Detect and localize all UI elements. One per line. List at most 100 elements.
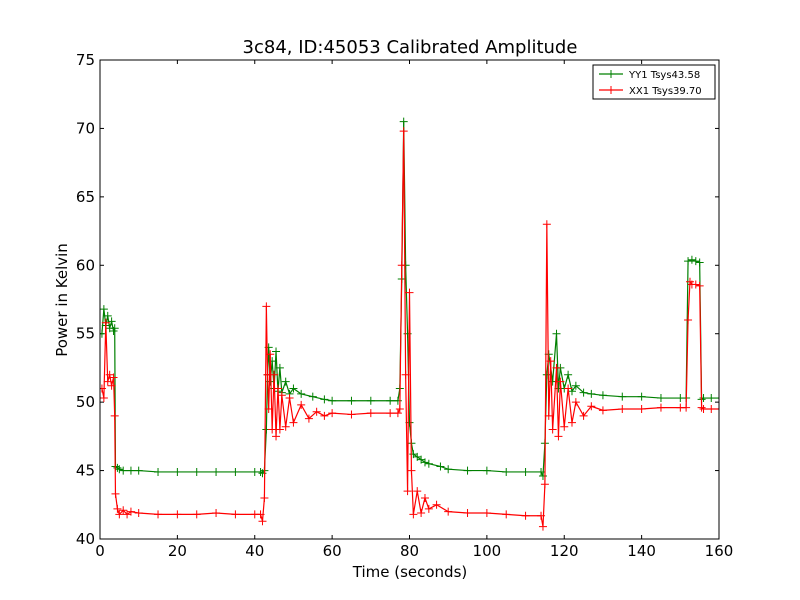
y-tick-label: 45 [76,462,95,480]
data-point [399,117,408,126]
data-point [297,389,306,398]
data-point [328,409,337,418]
data-point [618,392,627,401]
data-point [546,357,555,366]
data-point [100,384,106,393]
data-point [275,363,284,372]
y-tick-label: 50 [76,393,95,411]
data-point [107,381,116,390]
data-point [403,487,412,496]
data-point [192,510,201,519]
data-point [502,510,511,519]
data-point [231,467,240,476]
data-point [540,480,549,489]
data-point [684,257,693,266]
data-point [110,324,119,333]
data-point [417,508,426,517]
y-tick-label: 70 [76,119,95,137]
data-point [100,394,108,403]
data-point [272,347,281,356]
data-point [260,493,269,502]
data-point [277,391,286,400]
data-point [560,422,569,431]
data-point [691,257,700,266]
data-point [297,400,306,409]
data-point [347,410,356,419]
y-tick-label: 60 [76,256,95,274]
data-point [328,396,337,405]
data-point [687,255,696,264]
data-point [637,404,646,413]
data-point [192,467,201,476]
x-tick-label: 40 [245,542,264,560]
data-point [656,394,665,403]
data-point [266,350,275,359]
data-point [715,404,719,413]
data-point [571,381,580,390]
data-point [119,466,128,475]
data-point [312,407,321,416]
data-point [100,305,108,314]
legend-marker [607,70,615,78]
legend: YY1 Tsys43.58 XX1 Tsys39.70 [592,64,716,100]
data-point [554,432,563,441]
data-point [109,373,118,382]
data-point [212,508,221,517]
data-point [579,411,588,420]
data-point [113,504,122,513]
data-point [567,418,576,427]
data-point [401,370,410,379]
data-point [281,422,290,431]
data-point [552,363,561,372]
data-point [715,394,719,403]
data-point [598,406,607,415]
x-tick-label: 100 [473,542,502,560]
data-point [256,467,265,476]
legend-entry: YY1 Tsys43.58 [599,70,700,81]
data-point [110,411,119,420]
data-point [463,508,472,517]
data-point [126,466,135,475]
x-tick-label: 60 [323,542,342,560]
data-point [173,510,182,519]
data-point [320,395,329,404]
data-point [103,377,112,386]
data-point [212,467,221,476]
data-point [482,466,491,475]
data-point [707,394,716,403]
data-point [262,302,271,311]
data-point [395,404,404,413]
data-point [289,418,298,427]
data-point [154,510,163,519]
data-point [556,377,565,386]
data-point [173,467,182,476]
data-point [548,425,557,434]
data-point [521,467,530,476]
data-point [564,384,573,393]
y-tick-label: 55 [76,325,95,343]
data-point [432,500,441,509]
data-point [538,472,547,481]
data-point [304,414,313,423]
data-point [413,487,422,496]
data-point [571,398,580,407]
data-point [101,318,110,327]
data-point [407,466,416,475]
data-point [564,370,573,379]
axis-ticks: 0 20 40 60 80 100 120 140 160 40 45 50 55 60 65 70 75 [76,51,733,560]
data-point [521,511,530,520]
data-point [707,404,716,413]
data-point [537,467,546,476]
data-point [399,127,408,136]
y-tick-label: 65 [76,188,95,206]
data-point [119,506,128,515]
data-point [579,388,588,397]
data-point [134,466,143,475]
data-point [682,403,691,412]
data-point [420,458,429,467]
data-point [618,404,627,413]
data-point [126,507,135,516]
x-tick-label: 160 [705,542,734,560]
legend-entry: XX1 Tsys39.70 [599,86,702,97]
